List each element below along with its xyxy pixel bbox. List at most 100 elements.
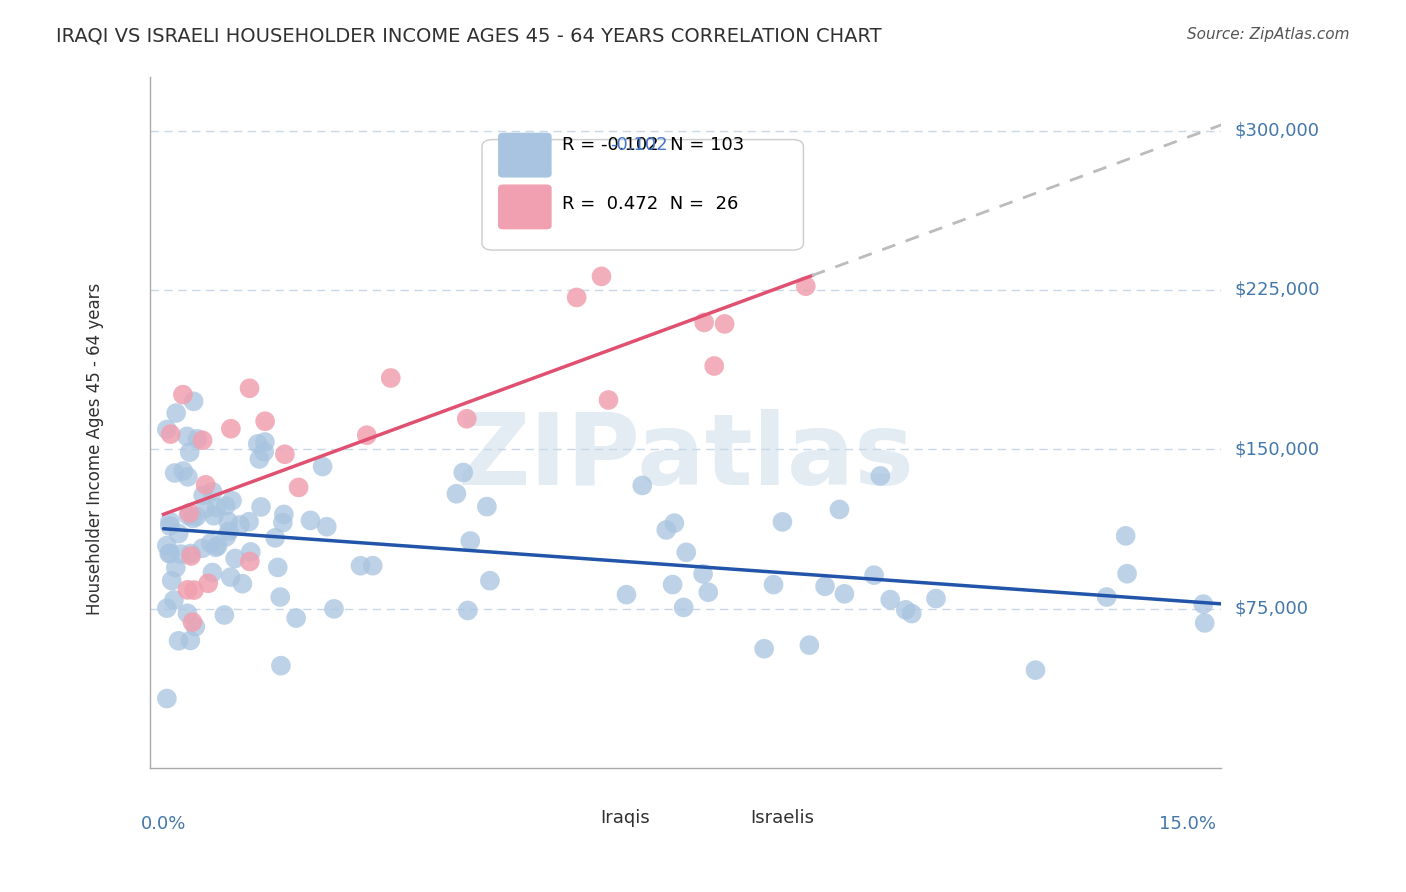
FancyBboxPatch shape xyxy=(702,788,745,818)
Point xyxy=(204,541,226,555)
Point xyxy=(207,539,229,553)
Point xyxy=(176,607,198,621)
Point xyxy=(863,568,886,582)
Point xyxy=(478,574,501,588)
Point xyxy=(194,501,217,516)
Point xyxy=(900,607,922,621)
Point xyxy=(794,279,817,293)
Point xyxy=(770,515,793,529)
Text: R =  0.472  N =  26: R = 0.472 N = 26 xyxy=(562,194,738,212)
Text: Householder Income Ages 45 - 64 years: Householder Income Ages 45 - 64 years xyxy=(86,283,104,615)
Text: 15.0%: 15.0% xyxy=(1159,814,1216,832)
Point xyxy=(693,315,716,329)
Point xyxy=(1116,566,1139,581)
Point xyxy=(253,435,276,450)
Point xyxy=(194,478,217,492)
Point xyxy=(925,591,948,606)
Point xyxy=(214,499,236,513)
Point xyxy=(172,387,194,401)
Point xyxy=(565,290,588,304)
Text: $150,000: $150,000 xyxy=(1234,441,1320,458)
Point xyxy=(697,585,720,599)
Point xyxy=(799,638,821,652)
Text: IRAQI VS ISRAELI HOUSEHOLDER INCOME AGES 45 - 64 YEARS CORRELATION CHART: IRAQI VS ISRAELI HOUSEHOLDER INCOME AGES… xyxy=(56,27,882,45)
Point xyxy=(287,480,309,494)
Point xyxy=(274,447,297,461)
Point xyxy=(616,588,638,602)
Point xyxy=(869,469,891,483)
Point xyxy=(1095,590,1118,604)
Point xyxy=(165,406,187,420)
Point xyxy=(159,515,181,529)
Point xyxy=(762,577,785,591)
Point xyxy=(271,516,294,530)
Text: -0.102: -0.102 xyxy=(610,136,668,154)
Point xyxy=(181,511,204,525)
Point xyxy=(458,534,481,549)
Point xyxy=(197,576,219,591)
Point xyxy=(219,422,242,436)
FancyBboxPatch shape xyxy=(482,139,803,250)
Point xyxy=(201,484,224,499)
Text: $75,000: $75,000 xyxy=(1234,599,1309,617)
Point xyxy=(238,515,260,529)
Point xyxy=(217,515,239,529)
Point xyxy=(224,551,246,566)
Point xyxy=(752,641,775,656)
Text: Source: ZipAtlas.com: Source: ZipAtlas.com xyxy=(1187,27,1350,42)
Point xyxy=(202,508,225,523)
Point xyxy=(834,587,856,601)
Point xyxy=(828,502,851,516)
Point xyxy=(156,601,179,615)
Point xyxy=(177,470,200,484)
Point xyxy=(323,602,346,616)
Point xyxy=(247,452,270,467)
Point xyxy=(475,500,498,514)
Point xyxy=(253,444,276,458)
Point xyxy=(299,513,322,527)
Point xyxy=(163,593,186,607)
Point xyxy=(191,541,214,556)
Point xyxy=(675,545,697,559)
Point xyxy=(219,570,242,584)
Point xyxy=(451,466,474,480)
FancyBboxPatch shape xyxy=(498,133,551,178)
Point xyxy=(167,633,190,648)
Point xyxy=(215,530,238,544)
Point xyxy=(269,590,291,604)
Point xyxy=(239,554,262,568)
Point xyxy=(672,600,695,615)
Point xyxy=(238,381,260,395)
Point xyxy=(311,459,333,474)
Point xyxy=(159,546,181,560)
Point xyxy=(713,317,735,331)
FancyBboxPatch shape xyxy=(541,788,583,818)
Point xyxy=(221,493,243,508)
Point xyxy=(267,560,290,574)
Point xyxy=(176,582,198,597)
Point xyxy=(200,536,222,550)
Point xyxy=(180,547,202,561)
Point xyxy=(214,607,236,622)
Point xyxy=(361,558,384,573)
Point xyxy=(457,603,479,617)
Point xyxy=(315,519,337,533)
Point xyxy=(246,437,269,451)
Point xyxy=(894,603,917,617)
Point xyxy=(1115,529,1137,543)
FancyBboxPatch shape xyxy=(498,185,551,229)
Point xyxy=(159,519,181,533)
Point xyxy=(285,611,308,625)
Point xyxy=(191,434,214,448)
Point xyxy=(183,583,205,598)
Point xyxy=(157,547,180,561)
Point xyxy=(159,427,181,442)
Point xyxy=(156,539,179,553)
Point xyxy=(270,658,292,673)
Text: Iraqis: Iraqis xyxy=(600,809,650,828)
Point xyxy=(814,579,837,593)
Point xyxy=(250,500,273,514)
Point xyxy=(179,445,201,459)
Point xyxy=(879,592,901,607)
Point xyxy=(664,516,686,530)
